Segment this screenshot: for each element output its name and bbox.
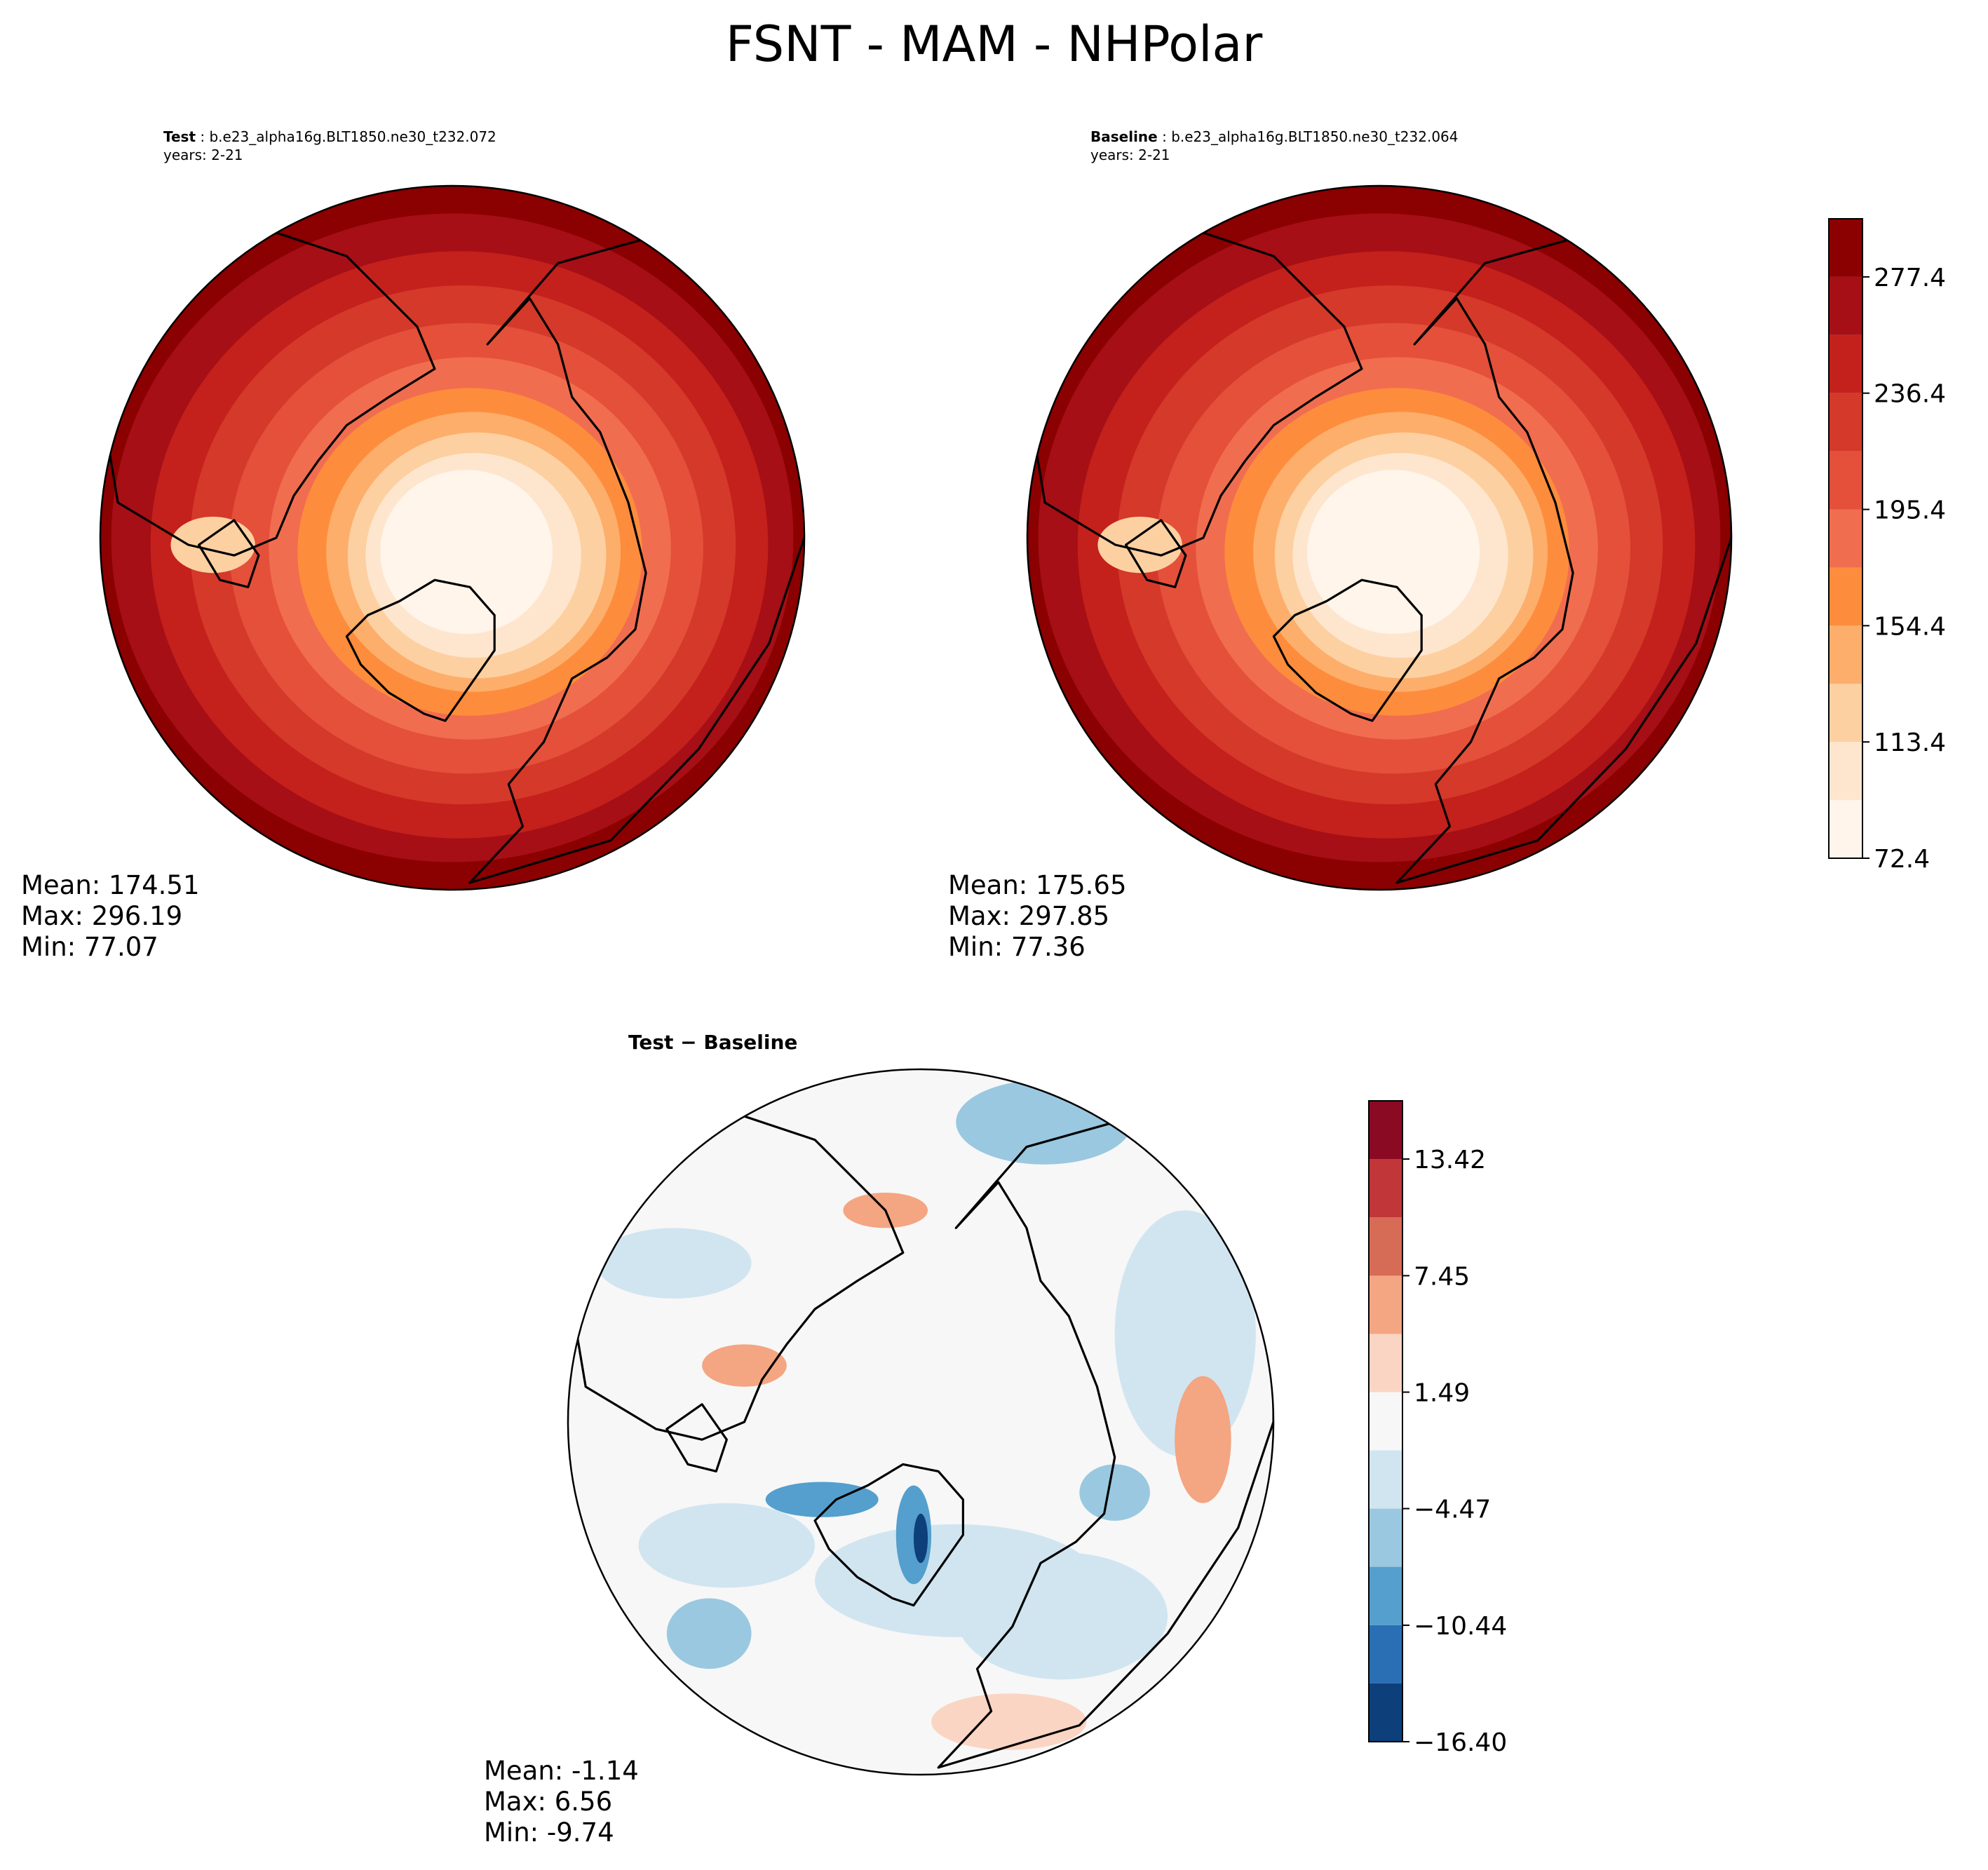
colorbar-segment	[1369, 1508, 1402, 1567]
colorbar-segment	[1369, 1450, 1402, 1509]
baseline-max: Max: 297.85	[948, 901, 1110, 931]
test-min: Min: 77.07	[21, 932, 158, 962]
baseline-label: Baseline	[1090, 128, 1158, 145]
map-diff	[567, 1068, 1275, 1776]
map-test	[99, 184, 806, 891]
colorbar-frame	[1828, 218, 1863, 859]
colorbar-tick-label: 72.4	[1874, 845, 1930, 874]
colorbar-tick-label: −10.44	[1414, 1612, 1507, 1641]
baseline-mean: Mean: 175.65	[948, 870, 1127, 900]
baseline-case-name: b.e23_alpha16g.BLT1850.ne30_t232.064	[1171, 128, 1459, 145]
baseline-stats: Mean: 175.65 Max: 297.85 Min: 77.36	[948, 870, 1127, 963]
colorbar-segment	[1829, 567, 1862, 626]
map-boundary	[567, 1068, 1275, 1776]
coastline-3	[198, 519, 260, 588]
colorbar-segment	[1369, 1625, 1402, 1683]
map-boundary	[99, 184, 806, 891]
contour-band	[596, 1228, 752, 1299]
contour-band	[638, 1503, 816, 1588]
test-mean: Mean: 174.51	[21, 870, 200, 900]
colorbar-tick-label: 154.4	[1874, 612, 1946, 641]
coastline-3	[1125, 519, 1187, 588]
colorbar-tick-label: 13.42	[1414, 1146, 1486, 1174]
colorbar-tick-label: 277.4	[1874, 264, 1946, 292]
coastline-0	[1272, 578, 1423, 722]
colorbar-tick-label: 195.4	[1874, 496, 1946, 525]
contour-band	[666, 1598, 752, 1669]
contour-band	[702, 1344, 787, 1387]
colorbar-segment	[1369, 1217, 1402, 1276]
colorbar-segment	[1369, 1566, 1402, 1625]
coastline-0	[813, 1463, 964, 1607]
colorbar-segment	[1829, 451, 1862, 510]
colorbar-main: 72.4 113.4 154.4 195.4 236.4 277.4	[1828, 218, 1946, 874]
test-stats: Mean: 174.51 Max: 296.19 Min: 77.07	[21, 870, 200, 963]
colorbar-tick-label: 236.4	[1874, 380, 1946, 409]
contour-band	[956, 1552, 1168, 1680]
diff-min: Min: -9.74	[484, 1817, 614, 1848]
contour-band	[931, 1693, 1087, 1750]
figure-title: FSNT - MAM - NHPolar	[725, 15, 1263, 73]
colorbar-segment	[1369, 1334, 1402, 1393]
colorbar-segment	[1829, 684, 1862, 743]
colorbar-segment	[1829, 625, 1862, 684]
diff-title: Test − Baseline	[628, 1031, 798, 1054]
test-case-name: b.e23_alpha16g.BLT1850.ne30_t232.072	[209, 128, 496, 145]
test-max: Max: 296.19	[21, 901, 183, 931]
colorbar-segment	[1369, 1159, 1402, 1218]
baseline-case-header: Baseline : b.e23_alpha16g.BLT1850.ne30_t…	[1090, 128, 1459, 163]
colorbar-segment	[1829, 334, 1862, 393]
contour-band	[1079, 1464, 1150, 1521]
colorbar-segment	[1829, 219, 1862, 277]
colorbar-segment	[1829, 742, 1862, 801]
colorbar-segment	[1829, 393, 1862, 452]
contour-band	[380, 470, 553, 634]
contour-band	[913, 1513, 928, 1564]
map-baseline	[1026, 184, 1733, 891]
colorbar-tick-label: −16.40	[1414, 1728, 1507, 1757]
contour-band	[765, 1482, 879, 1517]
colorbar-segment	[1369, 1683, 1402, 1742]
colorbar-tick-label: 7.45	[1414, 1262, 1470, 1291]
colorbar-tick-label: −4.47	[1414, 1496, 1491, 1524]
colorbar-segment	[1369, 1392, 1402, 1451]
colorbar-tick-label: 1.49	[1414, 1378, 1470, 1407]
test-label: Test	[163, 128, 196, 145]
contour-band	[1307, 470, 1480, 634]
map-boundary	[1026, 184, 1733, 891]
colorbar-segment	[1829, 800, 1862, 858]
diff-stats: Mean: -1.14 Max: 6.56 Min: -9.74	[484, 1756, 639, 1848]
colorbar-tick-label: 113.4	[1874, 729, 1946, 757]
diff-max: Max: 6.56	[484, 1787, 613, 1817]
colorbar-segment	[1369, 1275, 1402, 1334]
test-case-header: Test : b.e23_alpha16g.BLT1850.ne30_t232.…	[163, 128, 496, 163]
colorbar-segment	[1369, 1101, 1402, 1160]
coastline-0	[345, 578, 496, 722]
colorbar-frame	[1368, 1100, 1403, 1742]
baseline-years: years: 2-21	[1090, 147, 1170, 163]
diff-mean: Mean: -1.14	[484, 1756, 639, 1786]
colorbar-segment	[1829, 276, 1862, 335]
test-years: years: 2-21	[163, 147, 243, 163]
colorbar-segment	[1829, 509, 1862, 568]
coastline-3	[665, 1403, 728, 1472]
baseline-min: Min: 77.36	[948, 932, 1086, 962]
contour-band	[1175, 1376, 1231, 1503]
colorbar-diff: −16.40 −10.44 −4.47 1.49 7.45 13.42	[1368, 1100, 1507, 1757]
contour-band	[170, 516, 255, 574]
contour-band	[1097, 516, 1182, 574]
